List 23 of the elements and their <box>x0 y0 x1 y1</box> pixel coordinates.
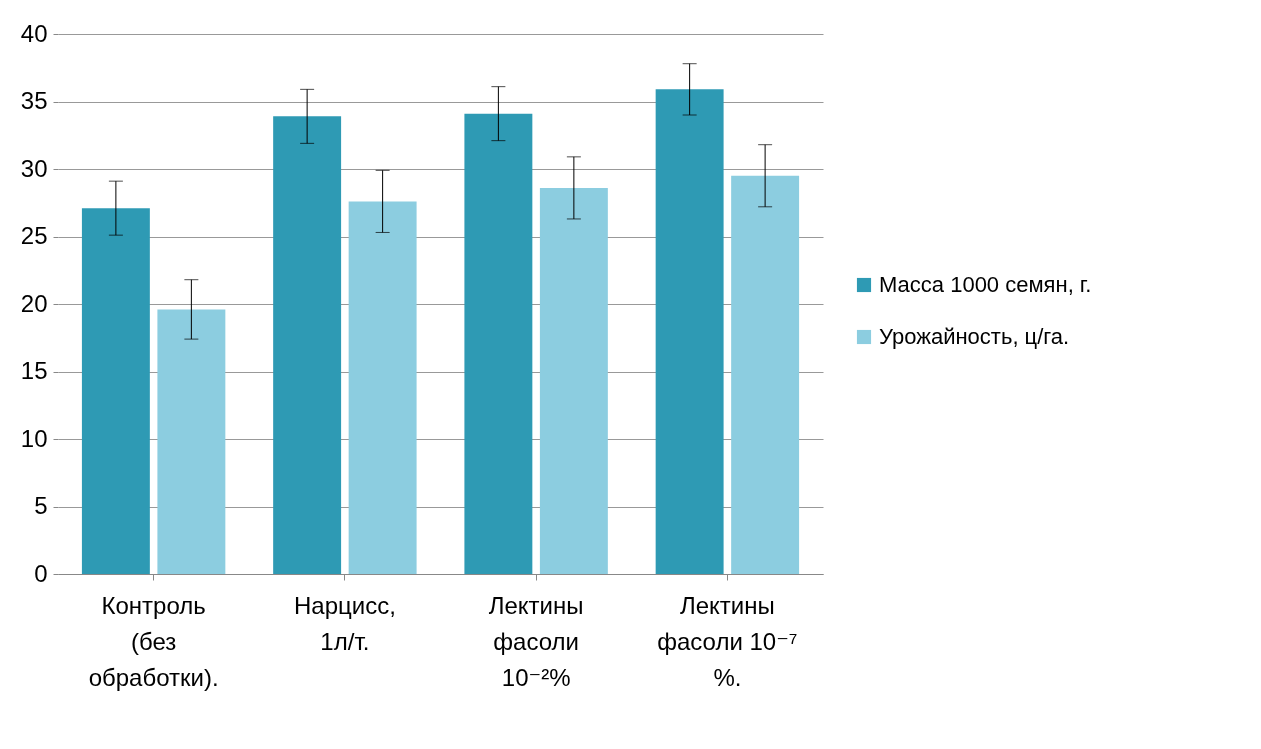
y-tick-label: 35 <box>20 87 48 114</box>
legend-label: Масса 1000 семян, г. <box>879 272 1092 297</box>
y-tick-label: 25 <box>20 222 48 249</box>
y-tick-label: 30 <box>20 154 48 182</box>
y-tick-label: 15 <box>20 357 48 384</box>
y-tick-label: 5 <box>34 492 48 519</box>
bar <box>348 201 417 574</box>
x-tick-label: Лектины фасоли 10⁻⁷ %. <box>657 591 798 691</box>
x-tick-label: Контроль (без обработки). <box>88 591 219 691</box>
x-tick-label: Лектины фасоли 10⁻²% <box>488 591 584 691</box>
bar <box>273 116 342 574</box>
y-tick-label: 0 <box>34 559 48 587</box>
bar <box>731 175 800 574</box>
x-tick-label: Нарцисс, 1л/т. <box>293 591 396 655</box>
legend-label: Урожайность, ц/га. <box>879 324 1070 349</box>
y-tick-label: 10 <box>20 424 48 452</box>
bar <box>464 113 533 574</box>
bar <box>655 89 724 574</box>
bar <box>157 309 226 574</box>
y-tick-label: 20 <box>20 289 48 317</box>
y-tick-label: 40 <box>20 19 48 47</box>
bar <box>81 208 150 574</box>
bar <box>539 187 608 574</box>
